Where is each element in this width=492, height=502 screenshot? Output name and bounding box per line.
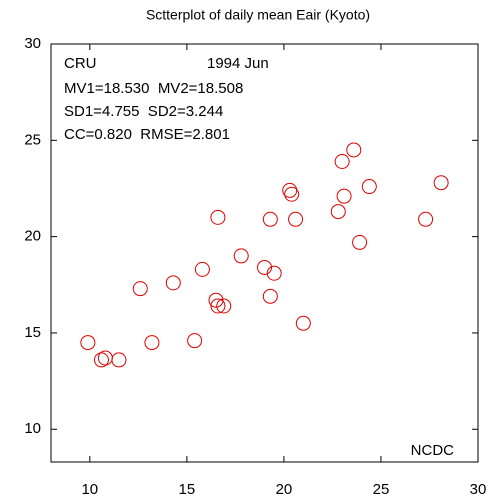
annotation: CC=0.820 RMSE=2.801 [64, 126, 230, 143]
point [262, 288, 278, 304]
point [210, 298, 226, 314]
point [288, 211, 304, 227]
y-tick-label: 10 [24, 420, 41, 437]
point [187, 333, 203, 349]
y-tick-label: 15 [24, 324, 41, 341]
point [262, 211, 278, 227]
point [352, 234, 368, 250]
point [334, 154, 350, 170]
point [210, 209, 226, 225]
x-tick-label: 25 [373, 481, 390, 498]
point [144, 335, 160, 351]
annotation: SD1=4.755 SD2=3.244 [64, 103, 223, 120]
x-axis-label: NCDC [411, 442, 454, 459]
point [132, 281, 148, 297]
point [418, 211, 434, 227]
x-tick-label: 30 [470, 481, 487, 498]
point [216, 298, 232, 314]
y-tick-label: 20 [24, 228, 41, 245]
annotation: CRU [64, 55, 97, 72]
x-tick-label: 20 [276, 481, 293, 498]
point [346, 142, 362, 158]
point [233, 248, 249, 264]
point [284, 186, 300, 202]
point [433, 175, 449, 191]
point [97, 350, 113, 366]
point [282, 182, 298, 198]
y-tick-label: 25 [24, 131, 41, 148]
point [295, 315, 311, 331]
x-tick-label: 15 [179, 481, 196, 498]
point [93, 352, 109, 368]
point [330, 204, 346, 220]
point [194, 261, 210, 277]
annotation: MV1=18.530 MV2=18.508 [64, 80, 243, 97]
plot-frame [50, 43, 479, 463]
chart-title: Sctterplot of daily mean Eair (Kyoto) [146, 7, 370, 23]
point [266, 265, 282, 281]
point [80, 335, 96, 351]
point [336, 188, 352, 204]
y-tick-label: 30 [24, 35, 41, 52]
point [361, 179, 377, 195]
point [111, 352, 127, 368]
point [165, 275, 181, 291]
point [257, 259, 272, 275]
annotation: 1994 Jun [207, 55, 269, 72]
point [208, 292, 224, 308]
x-tick-label: 10 [81, 481, 98, 498]
